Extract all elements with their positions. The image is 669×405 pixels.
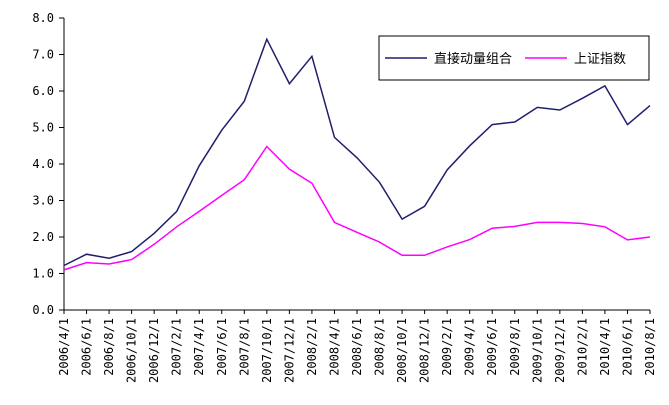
x-tick-label: 2006/8/1: [102, 318, 116, 376]
x-tick-label: 2009/8/1: [508, 318, 522, 376]
y-axis: 0.0 1.0 2.0 3.0 4.0 5.0 6.0 7.0 8.0: [32, 11, 65, 317]
x-tick-label: 2007/12/1: [282, 318, 296, 383]
legend-label-1: 上证指数: [574, 52, 626, 67]
x-tick-label: 2010/6/1: [620, 318, 634, 376]
x-tick-label: 2010/4/1: [598, 318, 612, 376]
y-tick-label: 4.0: [32, 157, 54, 171]
x-tick-label: 2006/12/1: [147, 318, 161, 383]
y-tick-label: 7.0: [32, 48, 54, 62]
x-tick-label: 2007/2/1: [170, 318, 184, 376]
x-tick-label: 2007/4/1: [192, 318, 206, 376]
y-tick-label: 6.0: [32, 84, 54, 98]
x-tick-label: 2008/10/1: [395, 318, 409, 383]
x-tick-label: 2008/4/1: [327, 318, 341, 376]
y-tick-label: 5.0: [32, 121, 54, 135]
series-line-0: [63, 37, 651, 267]
y-tick-label: 2.0: [32, 230, 54, 244]
x-tick-label: 2007/10/1: [260, 318, 274, 383]
x-tick-label: 2009/12/1: [553, 318, 567, 383]
x-axis: 2006/4/1 2006/6/1 2006/8/1 2006/10/1 2006/12…: [57, 309, 657, 383]
x-tick-label: 2006/4/1: [57, 318, 71, 376]
y-tick-label: 1.0: [32, 267, 54, 281]
x-tick-label: 2009/4/1: [463, 318, 477, 376]
x-tick-label: 2010/2/1: [575, 318, 589, 376]
legend-label-0: 直接动量组合: [434, 51, 512, 67]
x-tick-label: 2008/6/1: [350, 318, 364, 376]
x-tick-label: 2007/6/1: [215, 318, 229, 376]
x-tick-label: 2006/6/1: [80, 318, 94, 376]
x-tick-label: 2009/6/1: [485, 318, 499, 376]
x-tick-label: 2008/2/1: [305, 318, 319, 376]
x-tick-label: 2006/10/1: [125, 318, 139, 383]
y-tick-label: 0.0: [32, 303, 54, 317]
x-tick-label: 2008/12/1: [418, 318, 432, 383]
y-tick-label: 3.0: [32, 194, 54, 208]
y-tick-label: 8.0: [32, 11, 54, 25]
legend: 直接动量组合 上证指数: [378, 35, 650, 81]
x-tick-label: 2009/2/1: [440, 318, 454, 376]
x-tick-label: 2008/8/1: [373, 318, 387, 376]
series-line-1: [63, 145, 651, 271]
x-tick-label: 2009/10/1: [530, 318, 544, 383]
series-layer: [63, 37, 651, 271]
x-tick-label: 2007/8/1: [237, 318, 251, 376]
x-tick-label: 2010/8/1: [643, 318, 657, 376]
